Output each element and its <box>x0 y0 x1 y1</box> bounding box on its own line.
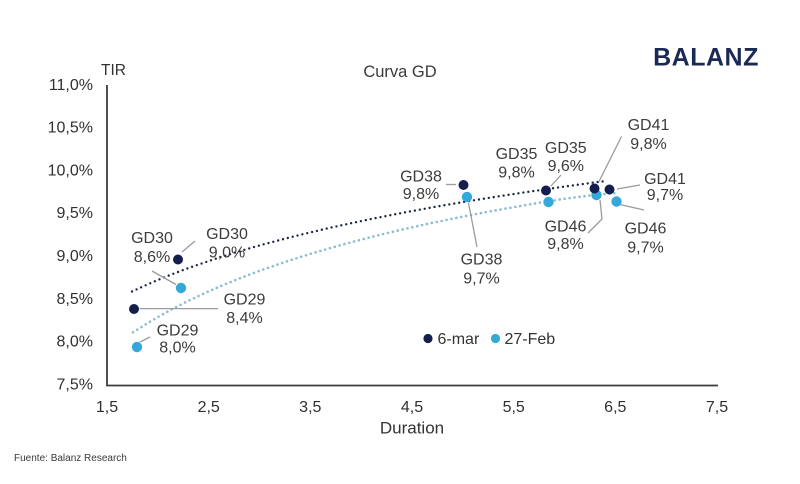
svg-text:4,5: 4,5 <box>401 399 423 416</box>
svg-text:GD29: GD29 <box>157 323 199 340</box>
svg-text:9,7%: 9,7% <box>463 271 499 288</box>
svg-text:6,5: 6,5 <box>604 399 626 416</box>
svg-text:10,0%: 10,0% <box>48 163 93 180</box>
svg-text:BALANZ: BALANZ <box>653 44 759 72</box>
svg-text:GD38: GD38 <box>461 252 503 269</box>
svg-text:9,6%: 9,6% <box>548 158 584 175</box>
svg-text:7,5%: 7,5% <box>57 377 93 394</box>
svg-text:27-Feb: 27-Feb <box>505 331 556 348</box>
svg-text:GD38: GD38 <box>400 169 442 186</box>
svg-text:GD41: GD41 <box>628 117 670 134</box>
svg-text:3,5: 3,5 <box>299 399 321 416</box>
svg-text:8,0%: 8,0% <box>159 340 195 357</box>
svg-text:GD29: GD29 <box>224 292 266 309</box>
svg-text:9,0%: 9,0% <box>57 248 93 265</box>
svg-text:Curva GD: Curva GD <box>363 63 436 81</box>
svg-text:2,5: 2,5 <box>198 399 220 416</box>
svg-text:GD35: GD35 <box>545 140 587 157</box>
svg-text:5,5: 5,5 <box>503 399 525 416</box>
svg-text:Duration: Duration <box>380 419 444 438</box>
svg-text:9,5%: 9,5% <box>57 205 93 222</box>
svg-text:GD30: GD30 <box>131 230 173 247</box>
svg-text:9,8%: 9,8% <box>403 186 439 203</box>
svg-text:8,0%: 8,0% <box>57 334 93 351</box>
svg-text:9,8%: 9,8% <box>630 136 666 153</box>
svg-text:GD46: GD46 <box>625 221 667 238</box>
svg-text:8,5%: 8,5% <box>57 291 93 308</box>
svg-text:8,4%: 8,4% <box>226 310 262 327</box>
svg-text:9,7%: 9,7% <box>647 187 683 204</box>
svg-text:GD35: GD35 <box>496 146 538 163</box>
svg-text:TIR: TIR <box>101 62 126 79</box>
svg-text:9,8%: 9,8% <box>547 236 583 253</box>
svg-text:1,5: 1,5 <box>96 399 118 416</box>
svg-text:10,5%: 10,5% <box>48 120 93 137</box>
svg-text:9,8%: 9,8% <box>498 165 534 182</box>
svg-text:GD46: GD46 <box>545 219 587 236</box>
svg-text:9,7%: 9,7% <box>627 240 663 257</box>
svg-text:7,5: 7,5 <box>706 399 728 416</box>
svg-text:9,0%: 9,0% <box>209 245 245 262</box>
svg-text:6-mar: 6-mar <box>438 331 480 348</box>
svg-text:8,6%: 8,6% <box>134 249 170 266</box>
svg-text:11,0%: 11,0% <box>49 77 93 94</box>
svg-text:Fuente: Balanz Research: Fuente: Balanz Research <box>14 453 127 464</box>
svg-text:GD41: GD41 <box>644 171 686 188</box>
svg-text:GD30: GD30 <box>206 226 248 243</box>
